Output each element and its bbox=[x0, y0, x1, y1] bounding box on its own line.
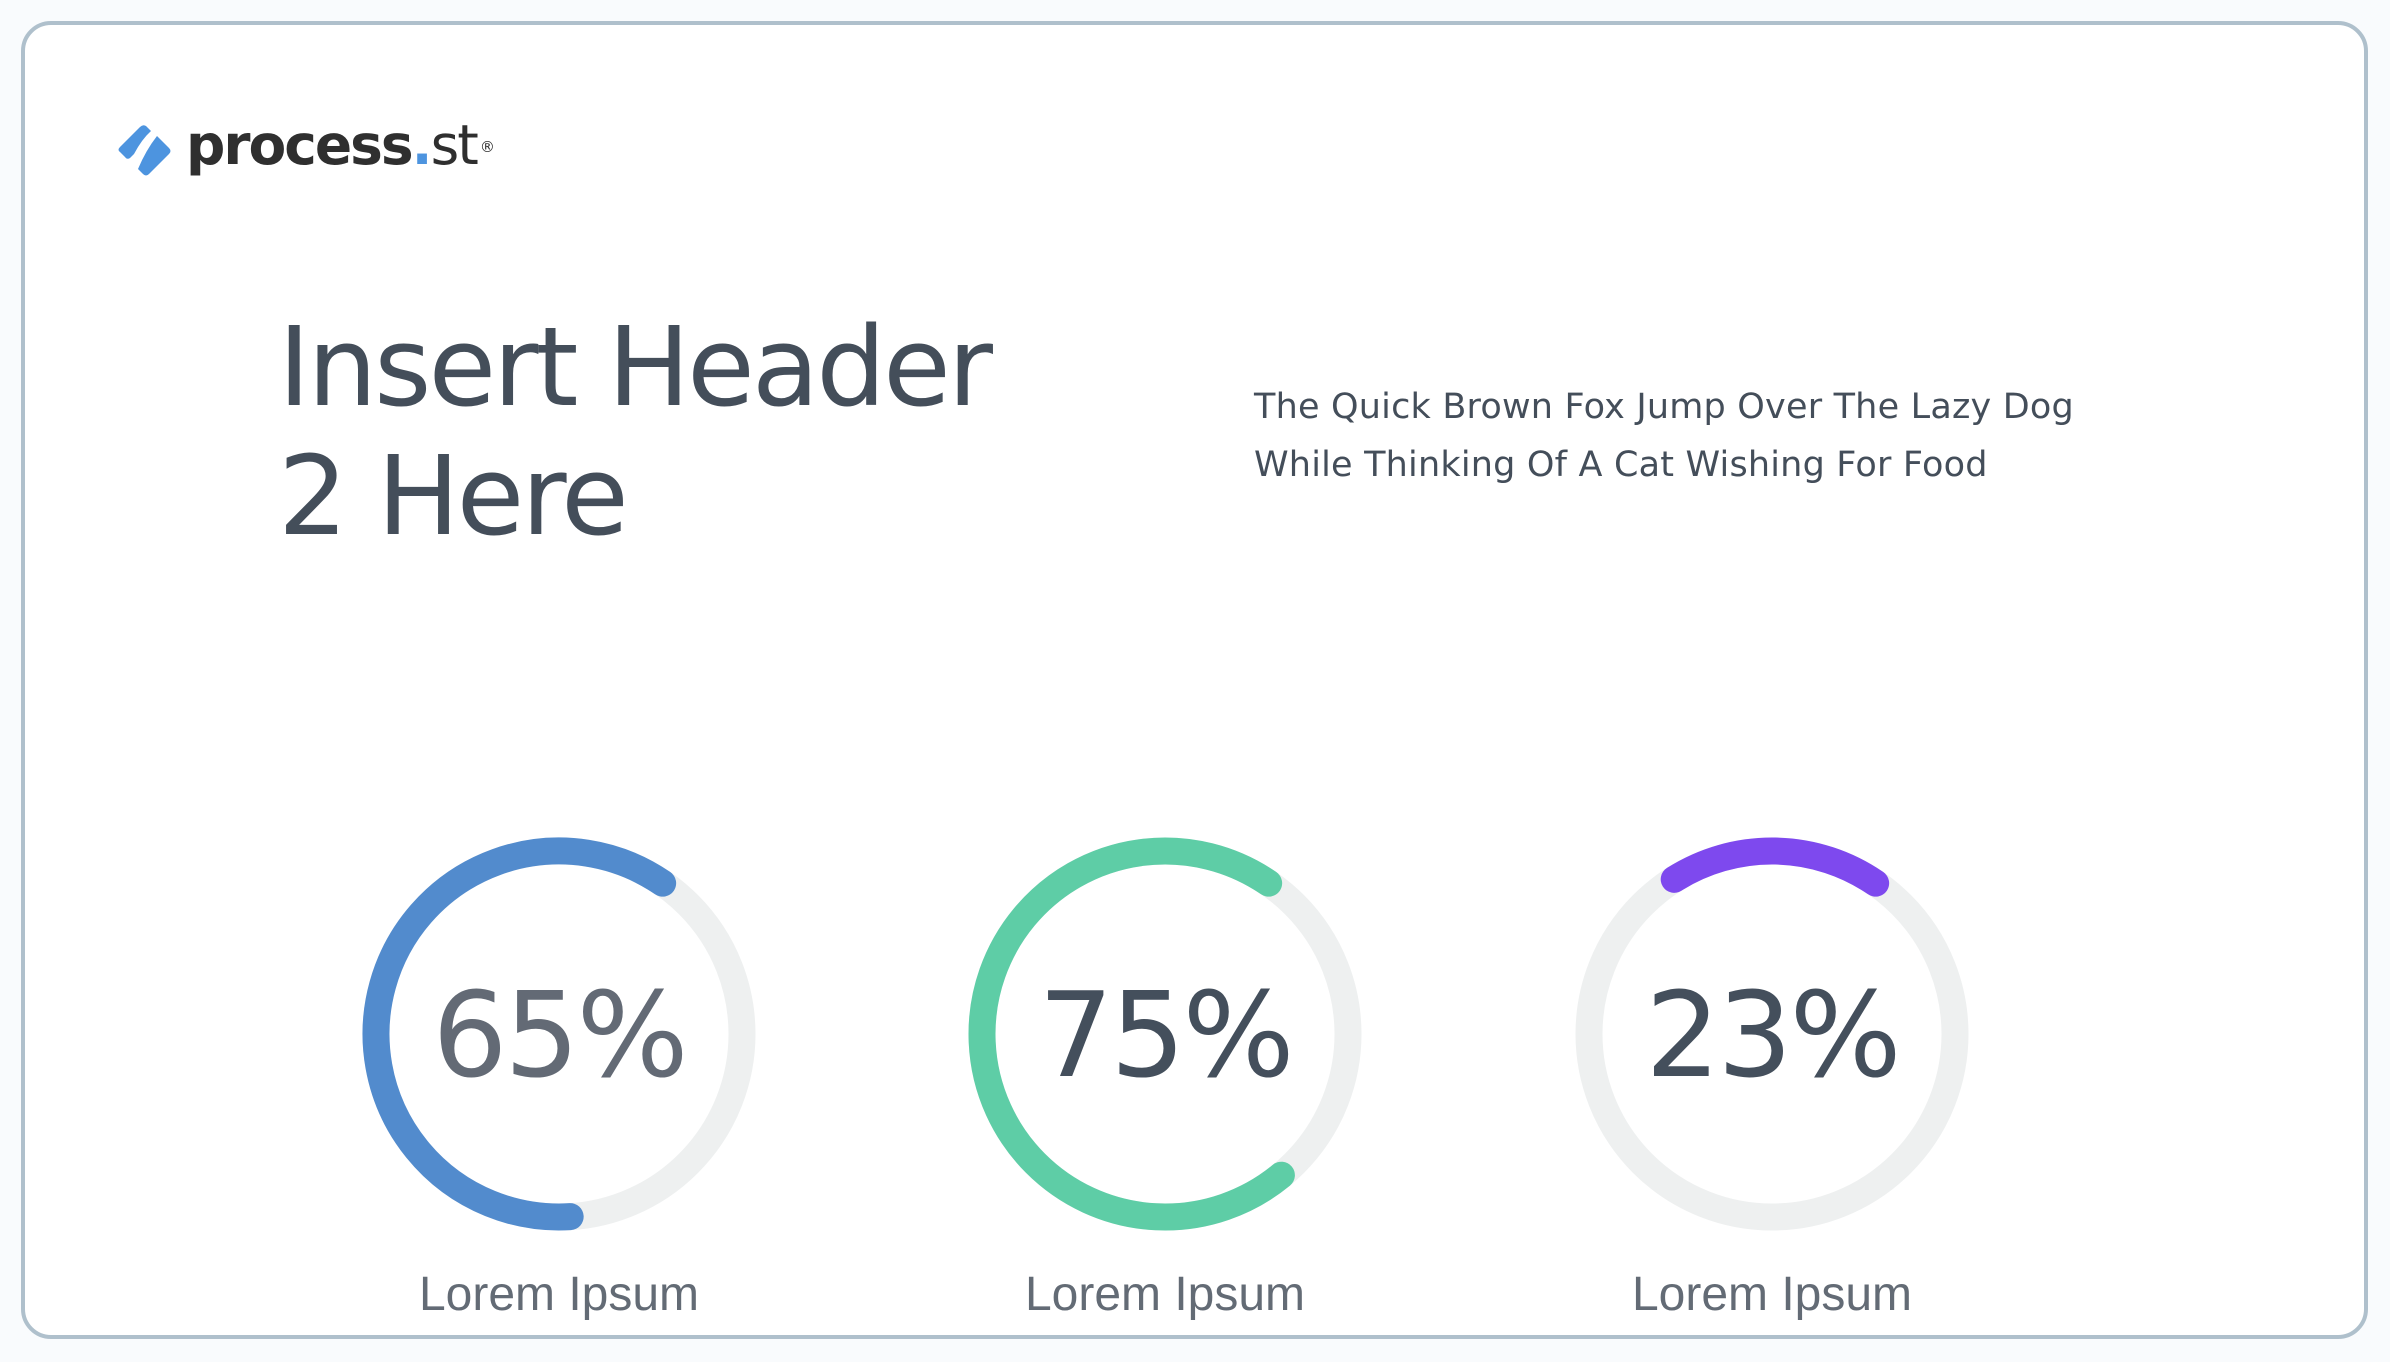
logo: process.st ® bbox=[116, 115, 495, 179]
logo-brand-suffix: st bbox=[430, 113, 479, 177]
progress-gauge-1: 65% Lorem Ipsum bbox=[349, 824, 769, 1344]
gauge-label-3: Lorem Ipsum bbox=[1631, 1268, 1913, 1321]
gauge-value-1: 65% bbox=[432, 966, 688, 1104]
logo-brand-dot: . bbox=[411, 113, 433, 177]
progress-ring-1 bbox=[362, 837, 756, 1231]
gauge-value-2: 75% bbox=[1038, 966, 1294, 1104]
gauge-label-1: Lorem Ipsum bbox=[418, 1268, 700, 1321]
progress-gauge-2: 75% Lorem Ipsum bbox=[955, 824, 1375, 1344]
logo-wordmark: process.st ® bbox=[186, 115, 495, 175]
gauge-value-3: 23% bbox=[1645, 966, 1901, 1104]
slide-card: process.st ® Insert Header 2 Here The Qui… bbox=[21, 21, 2368, 1339]
progress-gauge-3: 23% Lorem Ipsum bbox=[1562, 824, 1982, 1344]
description-text: The Quick Brown Fox Jump Over The Lazy D… bbox=[1254, 387, 2074, 485]
process-st-logo-icon bbox=[118, 125, 171, 176]
progress-ring-3 bbox=[1575, 837, 1969, 1231]
registered-mark: ® bbox=[479, 138, 495, 156]
page-title-line-2: 2 Here bbox=[278, 432, 629, 560]
progress-ring-2 bbox=[968, 837, 1362, 1231]
gauge-label-2: Lorem Ipsum bbox=[1024, 1268, 1306, 1321]
page-title: Insert Header 2 Here bbox=[278, 303, 1038, 561]
logo-brand-bold: process bbox=[186, 113, 414, 177]
page-title-line-1: Insert Header bbox=[278, 303, 993, 431]
